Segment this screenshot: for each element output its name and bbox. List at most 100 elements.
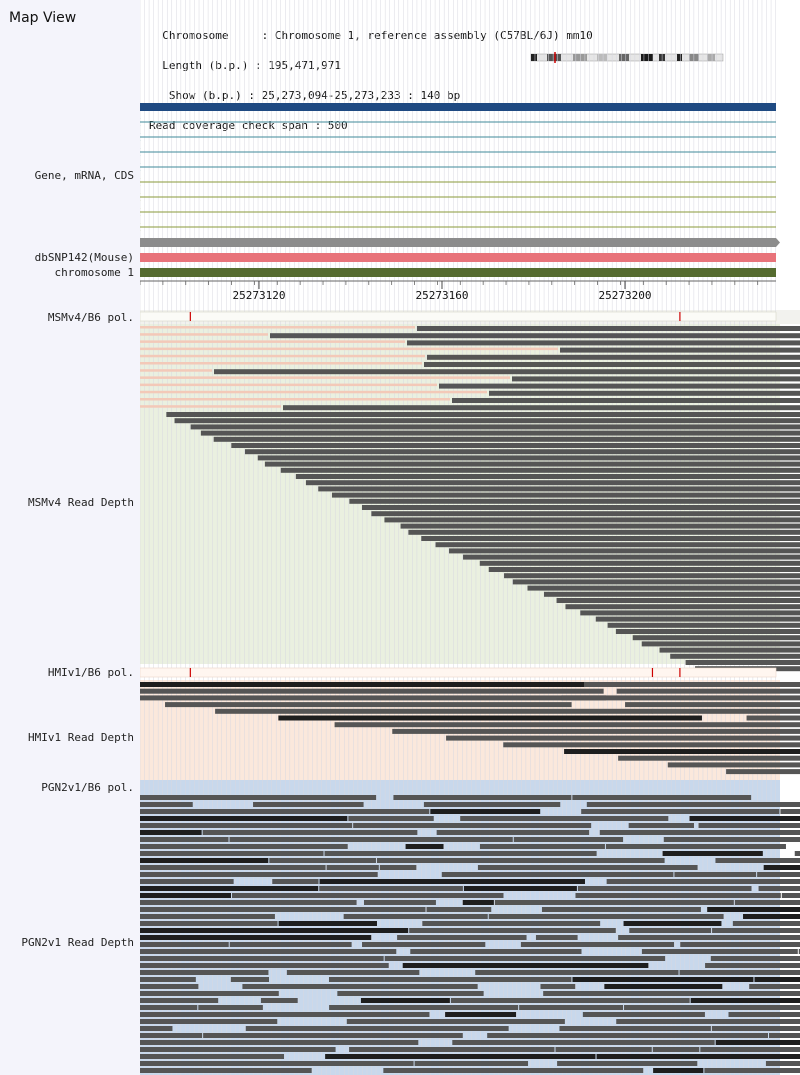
read-bar xyxy=(242,984,478,989)
ruler-tick-label: 25273200 xyxy=(599,289,652,302)
read-bar xyxy=(140,405,281,408)
read-bar xyxy=(564,749,800,754)
read-bar xyxy=(140,935,372,940)
read-bar xyxy=(140,1005,198,1010)
read-bar xyxy=(436,830,590,835)
read-bar xyxy=(780,809,800,814)
read-bar xyxy=(383,1068,644,1073)
read-bar xyxy=(575,893,781,898)
read-bar xyxy=(555,1047,652,1052)
snp-bar[interactable] xyxy=(140,253,776,262)
read-bar xyxy=(488,567,800,572)
read-bar xyxy=(565,604,800,610)
ideogram-band xyxy=(707,54,715,61)
read-bar xyxy=(346,1019,565,1024)
read-bar xyxy=(489,390,800,396)
read-bar xyxy=(140,390,487,394)
read-bar xyxy=(283,405,800,411)
read-bar xyxy=(512,579,800,585)
ideogram-band xyxy=(531,54,537,61)
read-bar xyxy=(794,851,800,856)
read-bar xyxy=(343,914,488,919)
read-bar xyxy=(798,949,800,954)
read-bar xyxy=(140,1068,312,1073)
read-bar xyxy=(560,347,800,353)
read-bar xyxy=(140,795,377,800)
read-bar xyxy=(231,443,800,448)
read-bar xyxy=(140,1033,203,1038)
read-bar xyxy=(599,830,800,835)
read-bar xyxy=(140,823,353,828)
read-bar xyxy=(712,928,800,933)
read-bar xyxy=(763,865,800,870)
read-bar xyxy=(140,688,604,694)
read-bar xyxy=(230,977,270,982)
read-bar xyxy=(214,369,800,375)
read-bar xyxy=(641,949,798,954)
read-bar xyxy=(229,837,513,842)
gene-feature[interactable] xyxy=(140,103,776,111)
read-bar xyxy=(140,956,384,961)
read-bar xyxy=(140,998,219,1003)
msm-pol-bar xyxy=(140,311,777,322)
read-bar xyxy=(140,1012,430,1017)
read-bar xyxy=(253,802,364,807)
hmi-pol-label: HMIv1/B6 pol. xyxy=(47,666,134,679)
read-bar xyxy=(140,347,558,351)
read-bar xyxy=(520,942,675,947)
read-bar xyxy=(435,542,800,548)
read-bar xyxy=(674,872,757,877)
read-bar xyxy=(384,956,666,961)
gene-feature-grey[interactable] xyxy=(140,238,776,247)
read-bar xyxy=(629,928,712,933)
read-bar xyxy=(409,928,616,933)
read-bar xyxy=(463,886,577,891)
read-bar xyxy=(280,467,800,473)
read-bar xyxy=(269,858,376,863)
read-bar xyxy=(607,622,800,628)
gene-track-label: Gene, mRNA, CDS xyxy=(34,169,134,182)
read-bar xyxy=(203,1033,463,1038)
read-bar xyxy=(407,340,800,346)
read-bar xyxy=(257,455,800,461)
read-bar xyxy=(140,900,357,905)
ideogram-band xyxy=(597,54,607,61)
genome-track-canvas[interactable]: 25273120 25273160 25273200 xyxy=(140,0,800,1075)
read-bar xyxy=(477,865,698,870)
read-bar xyxy=(140,984,199,989)
read-bar xyxy=(140,893,231,898)
read-bar xyxy=(140,914,275,919)
read-bar xyxy=(328,977,572,982)
ideogram-band xyxy=(619,54,629,61)
read-bar xyxy=(572,795,752,800)
read-bar xyxy=(494,900,734,905)
gene-track[interactable] xyxy=(140,103,780,277)
msm-pol-label: MSMv4/B6 pol. xyxy=(47,311,134,324)
read-bar xyxy=(140,879,234,884)
read-bar xyxy=(363,900,436,905)
chromosome-bar[interactable] xyxy=(140,268,776,277)
read-bar xyxy=(326,865,379,870)
read-bar xyxy=(618,755,800,761)
ruler-tick-label: 25273160 xyxy=(415,289,468,302)
read-bar xyxy=(595,616,800,622)
read-bar xyxy=(769,1033,800,1038)
read-bar xyxy=(325,1054,596,1059)
read-bar xyxy=(698,823,800,828)
read-bar xyxy=(140,949,397,954)
read-bar xyxy=(319,879,585,884)
read-bar xyxy=(140,977,196,982)
read-bar xyxy=(140,1047,336,1052)
read-bar xyxy=(272,879,319,884)
read-bar xyxy=(140,809,430,814)
read-bar xyxy=(140,844,348,849)
read-bar xyxy=(140,695,607,701)
read-bar xyxy=(452,398,800,403)
read-bar xyxy=(422,921,601,926)
read-bar xyxy=(711,1026,800,1031)
read-bar xyxy=(615,629,800,634)
hmi-pol-bar xyxy=(140,667,777,678)
read-bar xyxy=(140,802,193,807)
read-bar xyxy=(140,326,415,329)
read-bar xyxy=(140,398,450,401)
